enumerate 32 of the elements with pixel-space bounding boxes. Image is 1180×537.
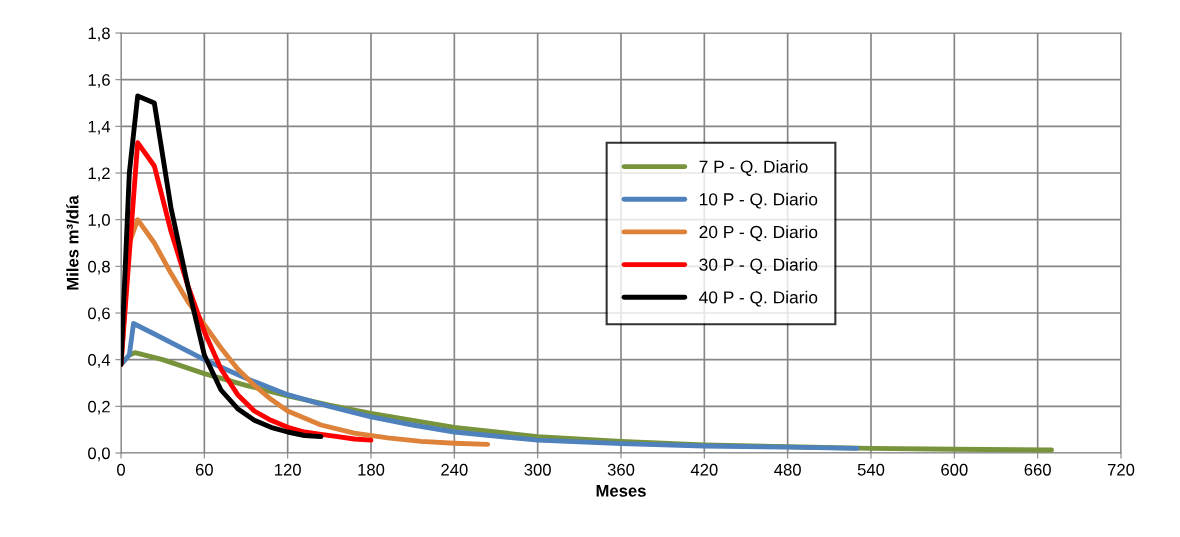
x-tick-label: 600	[941, 463, 968, 476]
line-series	[121, 93, 324, 440]
x-tick-label: 720	[1107, 463, 1135, 476]
y-tick-label: 0,0	[88, 447, 110, 462]
x-tick-label: 480	[774, 463, 801, 476]
x-tick-label: 60	[195, 463, 213, 476]
y-tick-label: 0,6	[88, 307, 110, 322]
y-tick-label: 1,0	[88, 214, 110, 228]
x-tick-label: 420	[690, 463, 718, 476]
x-tick-label: 240	[441, 463, 468, 476]
legend-label: 20 P - Q. Diario	[699, 225, 818, 242]
legend-label: 10 P - Q. Diario	[699, 192, 818, 209]
y-tick-label: 0,4	[88, 354, 111, 368]
x-tick-label: 120	[275, 463, 301, 476]
x-tick-label: 0	[117, 463, 125, 476]
x-axis-title: Meses	[596, 485, 646, 497]
x-tick-label: 180	[358, 463, 385, 476]
y-axis-title: Miles m³/día	[66, 195, 79, 290]
x-tick-label: 540	[857, 463, 885, 476]
y-tick-label: 0,2	[88, 400, 110, 415]
legend-label: 30 P - Q. Diario	[699, 258, 818, 274]
legend-label: 7 P - Q. Diario	[699, 160, 808, 176]
legend-label: 40 P - Q. Diario	[699, 290, 818, 307]
y-tick-label: 1,4	[88, 120, 111, 135]
y-tick-label: 1,2	[88, 167, 110, 182]
x-tick-label: 300	[524, 463, 551, 476]
x-tick-label: 660	[1024, 463, 1051, 476]
y-tick-label: 1,6	[88, 74, 110, 88]
line-series	[121, 321, 860, 451]
y-tick-label: 0,8	[88, 260, 110, 275]
x-tick-label: 360	[607, 463, 635, 476]
y-tick-label: 1,8	[88, 27, 110, 42]
